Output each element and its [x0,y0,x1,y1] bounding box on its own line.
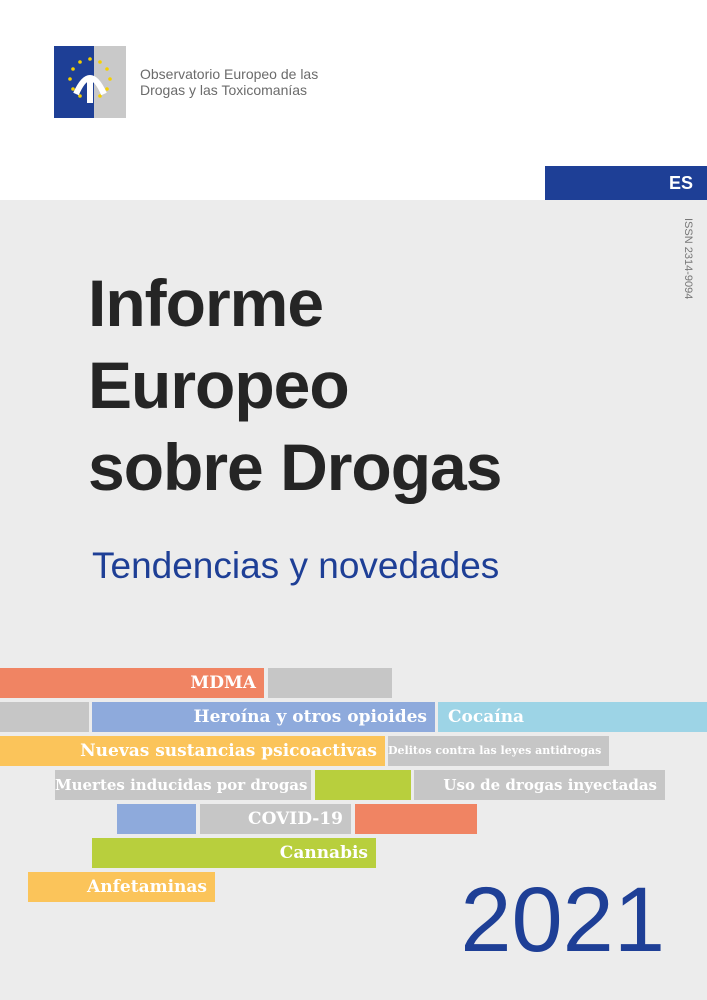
topic-bar-cocaine: Cocaína [438,702,707,732]
topic-bar-nps: Nuevas sustancias psicoactivas [0,736,385,766]
header: Observatorio Europeo de las Drogas y las… [0,0,707,200]
organization-name: Observatorio Europeo de las Drogas y las… [140,66,318,98]
publication-year: 2021 [460,869,665,971]
org-name-line2: Drogas y las Toxicomanías [140,82,308,98]
emcdda-logo [54,46,126,118]
language-code: ES [668,173,693,193]
title-line1: Informe [88,266,324,340]
report-title: Informe Europeo sobre Drogas [88,262,502,508]
topic-bar-covid19: COVID-19 [200,804,351,834]
decorative-bar [315,770,411,800]
decorative-bar [117,804,196,834]
title-line2: Europeo [88,348,350,422]
decorative-bar [268,668,392,698]
issn-number: ISSN 2314-9094 [682,218,694,300]
topic-bar-heroin: Heroína y otros opioides [92,702,435,732]
topic-bar-drug-law-offences: Delitos contra las leyes antidrogas [388,736,609,766]
language-tab: ES [545,166,707,200]
topic-bar-injecting-drug-use: Uso de drogas inyectadas [414,770,665,800]
topic-bar-mdma: MDMA [0,668,264,698]
decorative-bar [355,804,477,834]
org-name-line1: Observatorio Europeo de las [140,66,319,82]
title-line3: sobre Drogas [88,430,502,504]
topic-bar-drug-deaths: Muertes inducidas por drogas [55,770,311,800]
report-subtitle: Tendencias y novedades [92,545,500,586]
topic-bar-cannabis: Cannabis [92,838,376,868]
decorative-bar [0,702,89,732]
topic-bar-amphetamines: Anfetaminas [28,872,215,902]
issn-container: ISSN 2314-9094 [682,218,707,299]
